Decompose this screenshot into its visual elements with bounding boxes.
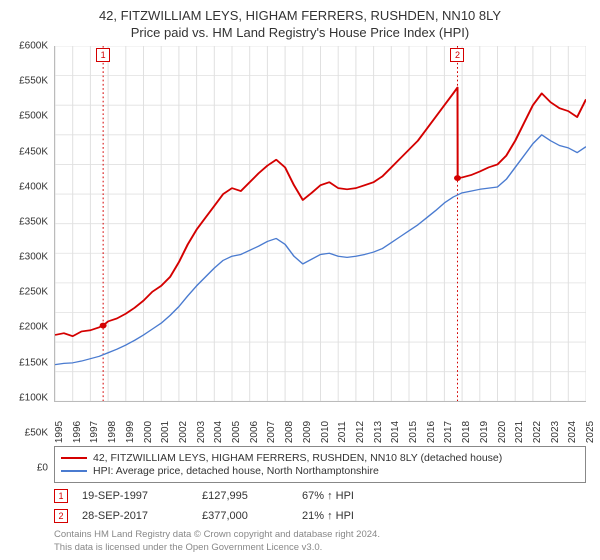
y-tick-label: £300K <box>19 252 48 263</box>
x-tick-label: 2022 <box>532 421 543 443</box>
footer-line-2: This data is licensed under the Open Gov… <box>54 542 586 554</box>
title-line-1: 42, FITZWILLIAM LEYS, HIGHAM FERRERS, RU… <box>10 8 590 23</box>
x-tick-label: 2013 <box>373 421 384 443</box>
y-tick-label: £350K <box>19 216 48 227</box>
legend-box: 42, FITZWILLIAM LEYS, HIGHAM FERRERS, RU… <box>54 446 586 483</box>
legend-row: HPI: Average price, detached house, Nort… <box>61 465 579 477</box>
x-axis: 1995 1996 1997 1998 1999 2000 2001 2002 2003 2004… <box>54 402 586 442</box>
y-tick-label: £450K <box>19 146 48 157</box>
chart-container: 42, FITZWILLIAM LEYS, HIGHAM FERRERS, RU… <box>0 0 600 560</box>
x-tick-label: 2011 <box>337 422 348 444</box>
x-tick-label: 2016 <box>426 421 437 443</box>
y-tick-label: £600K <box>19 41 48 52</box>
x-tick-label: 2009 <box>302 421 313 443</box>
y-tick-label: £500K <box>19 111 48 122</box>
sale-date: 28-SEP-2017 <box>82 510 202 522</box>
sale-row: 1 19-SEP-1997£127,99567% ↑ HPI <box>54 489 586 503</box>
x-tick-label: 2019 <box>479 421 490 443</box>
bottom-block: 42, FITZWILLIAM LEYS, HIGHAM FERRERS, RU… <box>54 446 586 554</box>
x-tick-label: 2007 <box>266 421 277 443</box>
plot-svg <box>55 46 586 401</box>
x-tick-label: 2024 <box>567 421 578 443</box>
x-tick-label: 2002 <box>178 421 189 443</box>
x-tick-label: 2014 <box>390 421 401 443</box>
x-tick-label: 2004 <box>213 421 224 443</box>
footer: Contains HM Land Registry data © Crown c… <box>54 529 586 554</box>
sale-price: £377,000 <box>202 510 302 522</box>
y-tick-label: £150K <box>19 357 48 368</box>
sale-diff: 67% ↑ HPI <box>302 490 422 502</box>
y-axis: £0£50K£100K£150K£200K£250K£300K£350K£400… <box>10 46 52 402</box>
legend-swatch <box>61 470 87 472</box>
y-tick-label: £550K <box>19 76 48 87</box>
plot-region: 12 <box>54 46 586 402</box>
y-tick-label: £0 <box>37 463 48 474</box>
x-tick-label: 2001 <box>160 421 171 443</box>
sale-marker-box: 2 <box>450 48 464 62</box>
y-tick-label: £100K <box>19 392 48 403</box>
x-tick-label: 2003 <box>196 421 207 443</box>
sale-diff: 21% ↑ HPI <box>302 510 422 522</box>
y-tick-label: £400K <box>19 181 48 192</box>
y-tick-label: £250K <box>19 287 48 298</box>
x-tick-label: 2021 <box>514 421 525 443</box>
x-tick-label: 2025 <box>585 421 596 443</box>
legend-row: 42, FITZWILLIAM LEYS, HIGHAM FERRERS, RU… <box>61 452 579 464</box>
x-tick-label: 1998 <box>107 421 118 443</box>
legend-swatch <box>61 457 87 459</box>
y-tick-label: £200K <box>19 322 48 333</box>
legend-label: HPI: Average price, detached house, Nort… <box>93 465 379 477</box>
x-tick-label: 1997 <box>89 421 100 443</box>
x-tick-label: 2023 <box>550 421 561 443</box>
x-tick-label: 2018 <box>461 421 472 443</box>
sale-row-marker: 2 <box>54 509 68 523</box>
sale-price: £127,995 <box>202 490 302 502</box>
x-tick-label: 1995 <box>54 421 65 443</box>
sale-date: 19-SEP-1997 <box>82 490 202 502</box>
x-tick-label: 2012 <box>355 421 366 443</box>
x-tick-label: 2005 <box>231 421 242 443</box>
x-tick-label: 2015 <box>408 421 419 443</box>
sale-row-marker: 1 <box>54 489 68 503</box>
x-tick-label: 2000 <box>143 421 154 443</box>
x-tick-label: 1999 <box>125 421 136 443</box>
sales-table: 1 19-SEP-1997£127,99567% ↑ HPI 2 28-SEP-201… <box>54 489 586 523</box>
footer-line-1: Contains HM Land Registry data © Crown c… <box>54 529 586 541</box>
x-tick-label: 2010 <box>320 421 331 443</box>
y-tick-label: £50K <box>25 427 48 438</box>
title-block: 42, FITZWILLIAM LEYS, HIGHAM FERRERS, RU… <box>10 8 590 40</box>
sale-row: 2 28-SEP-2017£377,00021% ↑ HPI <box>54 509 586 523</box>
title-line-2: Price paid vs. HM Land Registry's House … <box>10 25 590 40</box>
sale-marker-box: 1 <box>96 48 110 62</box>
x-tick-label: 2006 <box>249 421 260 443</box>
x-tick-label: 2017 <box>443 421 454 443</box>
x-tick-label: 2008 <box>284 421 295 443</box>
x-tick-label: 1996 <box>72 421 83 443</box>
chart-area: £0£50K£100K£150K£200K£250K£300K£350K£400… <box>10 46 590 442</box>
x-tick-label: 2020 <box>497 421 508 443</box>
legend-label: 42, FITZWILLIAM LEYS, HIGHAM FERRERS, RU… <box>93 452 502 464</box>
